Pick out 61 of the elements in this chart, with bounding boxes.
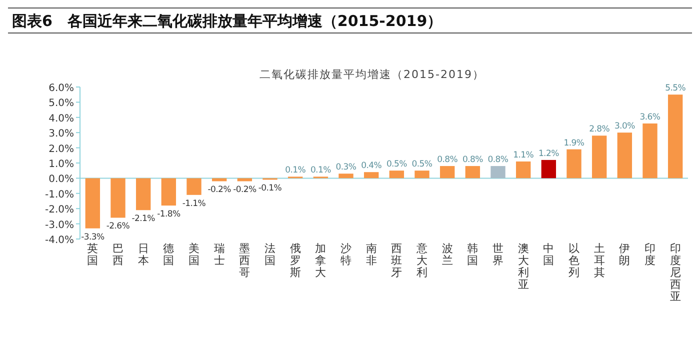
y-tick-label: 5.0% (48, 98, 74, 110)
x-tick-label: 土耳其 (594, 242, 605, 279)
x-tick-label: 巴西 (112, 242, 124, 267)
data-label: 0.8% (488, 155, 508, 166)
x-tick-label: 美国 (188, 242, 200, 267)
chart-title: 图表6 各国近年来二氧化碳排放量年平均增速（2015-2019） (12, 12, 442, 30)
x-tick-label: 中国 (543, 242, 554, 267)
data-label: 3.0% (614, 122, 636, 132)
data-label: 1.9% (564, 138, 584, 148)
x-tick-label: 日本 (138, 242, 149, 267)
data-label: 0.5% (386, 160, 408, 170)
x-tick-label: 墨西哥 (239, 242, 250, 279)
chart-subtitle: 二氧化碳排放量平均增速（2015-2019） (260, 68, 484, 81)
x-tick-label: 以色列 (568, 242, 580, 279)
x-tick-label: 意大利 (416, 242, 428, 279)
y-tick-label: 3.0% (48, 128, 74, 140)
x-tick-label: 加拿大 (315, 242, 326, 279)
x-tick-label: 南非 (366, 242, 377, 267)
data-label: 2.8% (589, 124, 610, 135)
x-tick-label: 英国 (87, 242, 98, 267)
y-tick-label: -4.0% (44, 235, 74, 246)
data-label: 3.6% (640, 112, 660, 122)
x-tick-label: 印度尼西亚 (670, 242, 681, 303)
y-tick-label: 6.0% (48, 83, 74, 94)
data-label: -0.2% (233, 185, 256, 196)
data-label: 5.5% (665, 84, 686, 94)
y-tick-label: -2.0% (44, 204, 74, 216)
x-tick-label: 印度 (644, 242, 656, 267)
y-tick-label: 1.0% (48, 159, 74, 170)
data-label: 0.8% (437, 155, 458, 166)
data-label: -3.3% (81, 232, 104, 242)
data-label: 1.2% (538, 148, 560, 159)
x-tick-label: 伊朗 (619, 242, 630, 267)
y-tick-label: 2.0% (48, 144, 74, 155)
x-tick-label: 世界 (492, 242, 504, 267)
data-label: 1.1% (513, 150, 534, 160)
data-label: 0.5% (412, 160, 432, 170)
data-label: 0.8% (462, 155, 484, 166)
x-tick-label: 沙特 (340, 242, 352, 267)
x-tick-label: 澳大利亚 (518, 242, 529, 291)
y-tick-label: 0.0% (48, 174, 74, 186)
data-label: 0.1% (310, 166, 332, 176)
x-tick-label: 韩国 (467, 242, 478, 267)
x-tick-label: 瑞士 (214, 242, 225, 267)
x-tick-label: 俄罗斯 (290, 242, 301, 279)
data-label: 0.1% (285, 166, 306, 176)
x-tick-label: 法国 (264, 242, 276, 267)
data-label: -1.8% (157, 210, 180, 220)
x-tick-label: 西班牙 (391, 242, 402, 279)
y-tick-label: 4.0% (48, 113, 74, 124)
data-label: 0.3% (336, 162, 356, 173)
x-tick-label: 波兰 (442, 242, 453, 267)
y-tick-label: -3.0% (44, 220, 74, 231)
x-tick-label: 德国 (163, 242, 174, 267)
data-label: 0.4% (361, 161, 382, 172)
y-tick-label: -1.0% (44, 189, 74, 200)
data-label: -0.1% (258, 184, 282, 194)
data-label: -2.1% (132, 214, 156, 224)
data-label: -2.6% (106, 222, 130, 232)
data-label: -0.2% (208, 185, 232, 196)
data-label: -1.1% (182, 198, 206, 209)
